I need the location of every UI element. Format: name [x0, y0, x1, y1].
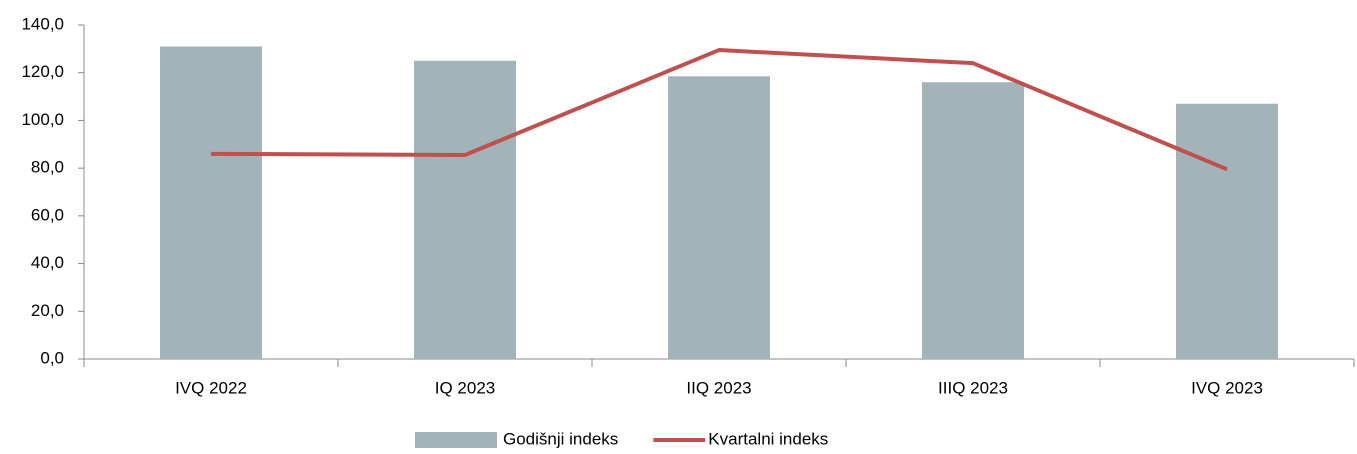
legend-swatch — [415, 432, 497, 448]
y-tick-label: 20,0 — [31, 301, 64, 320]
bar — [1176, 103, 1278, 359]
legend-label: Godišnji indeks — [503, 429, 618, 448]
x-tick-label: IVQ 2022 — [175, 378, 247, 397]
legend-label: Kvartalni indeks — [708, 429, 828, 448]
bar — [668, 76, 770, 360]
y-tick-label: 0,0 — [40, 348, 64, 367]
x-tick-label: IQ 2023 — [435, 378, 496, 397]
bar — [160, 46, 262, 359]
bar — [922, 82, 1024, 359]
y-tick-label: 60,0 — [31, 205, 64, 224]
y-tick-label: 80,0 — [31, 158, 64, 177]
y-tick-label: 40,0 — [31, 253, 64, 272]
y-tick-label: 140,0 — [21, 14, 64, 33]
x-tick-label: IIQ 2023 — [686, 378, 751, 397]
y-tick-label: 120,0 — [21, 62, 64, 81]
y-tick-label: 100,0 — [21, 110, 64, 129]
x-tick-label: IVQ 2023 — [1191, 378, 1263, 397]
x-tick-label: IIIQ 2023 — [938, 378, 1008, 397]
bar — [414, 60, 516, 360]
line — [210, 48, 1228, 172]
